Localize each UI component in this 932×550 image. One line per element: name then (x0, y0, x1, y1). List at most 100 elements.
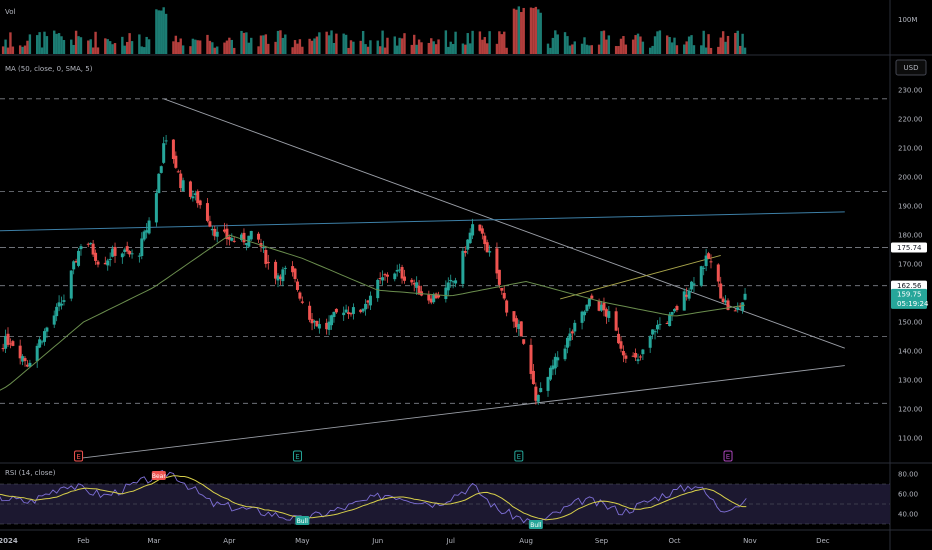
candle[interactable] (89, 242, 93, 245)
candle[interactable] (651, 329, 655, 335)
candle[interactable] (468, 232, 472, 244)
candle[interactable] (670, 311, 674, 315)
candle[interactable] (400, 267, 404, 279)
candle[interactable] (213, 228, 217, 237)
candle[interactable] (8, 343, 12, 345)
candle[interactable] (495, 248, 499, 274)
candle[interactable] (551, 365, 555, 370)
candle[interactable] (77, 250, 81, 266)
candle[interactable] (724, 300, 728, 303)
rsi-signal[interactable] (528, 520, 543, 529)
candle[interactable] (673, 309, 677, 312)
candle[interactable] (685, 294, 689, 297)
candle[interactable] (721, 298, 725, 303)
candle[interactable] (74, 261, 78, 263)
candle[interactable] (347, 312, 351, 315)
candle[interactable] (412, 283, 416, 285)
candle[interactable] (57, 302, 61, 307)
candle[interactable] (378, 278, 382, 280)
candle[interactable] (432, 294, 436, 303)
candle[interactable] (157, 173, 161, 194)
candle[interactable] (726, 300, 730, 310)
candle[interactable] (123, 249, 127, 252)
candle[interactable] (478, 224, 482, 231)
currency-button[interactable] (895, 59, 927, 76)
candle[interactable] (281, 269, 285, 282)
candle[interactable] (215, 231, 219, 237)
earnings-marker[interactable] (74, 450, 84, 462)
candle[interactable] (539, 388, 543, 393)
candle[interactable] (600, 304, 604, 311)
candle[interactable] (174, 155, 178, 168)
candle[interactable] (128, 251, 132, 255)
candle[interactable] (293, 268, 297, 279)
candle[interactable] (548, 367, 552, 380)
candle[interactable] (179, 173, 183, 189)
candle[interactable] (607, 311, 611, 318)
candle[interactable] (738, 305, 742, 308)
candle[interactable] (23, 358, 27, 362)
candle[interactable] (665, 323, 669, 325)
candle[interactable] (658, 324, 662, 326)
candle[interactable] (434, 293, 438, 299)
candle[interactable] (69, 270, 73, 299)
candle[interactable] (648, 336, 652, 348)
candle[interactable] (707, 253, 711, 259)
candle[interactable] (517, 323, 521, 330)
candle[interactable] (366, 300, 370, 303)
candle[interactable] (602, 302, 606, 311)
trendline[interactable] (560, 254, 721, 300)
candle[interactable] (636, 359, 640, 362)
candle[interactable] (385, 274, 389, 277)
candle[interactable] (62, 300, 66, 302)
candle[interactable] (466, 239, 470, 250)
candle[interactable] (208, 221, 212, 227)
candle[interactable] (364, 303, 368, 310)
candle[interactable] (274, 261, 278, 279)
candle[interactable] (529, 344, 533, 374)
candle[interactable] (590, 295, 594, 299)
earnings-marker[interactable] (514, 450, 524, 462)
candle[interactable] (227, 236, 231, 240)
candle[interactable] (120, 253, 124, 258)
candle[interactable] (344, 309, 348, 313)
volume-legend[interactable]: Vol (5, 8, 16, 16)
candle[interactable] (604, 309, 608, 317)
candle[interactable] (276, 275, 280, 281)
candle[interactable] (449, 279, 453, 282)
candle[interactable] (11, 341, 15, 346)
rsi-line[interactable] (0, 470, 747, 526)
candle[interactable] (205, 203, 209, 221)
candle[interactable] (568, 333, 572, 341)
candle[interactable] (257, 233, 261, 240)
candle[interactable] (137, 255, 141, 257)
candle[interactable] (176, 171, 180, 173)
candle[interactable] (546, 377, 550, 391)
candle[interactable] (631, 355, 635, 357)
rsi-legend[interactable]: RSI (14, close) (5, 469, 56, 477)
candle[interactable] (140, 238, 144, 256)
candle[interactable] (327, 321, 331, 330)
candle[interactable] (716, 264, 720, 282)
candle[interactable] (325, 322, 329, 330)
earnings-marker[interactable] (723, 450, 733, 462)
candle[interactable] (690, 281, 694, 290)
candle[interactable] (583, 311, 587, 316)
candle[interactable] (719, 283, 723, 299)
candle[interactable] (743, 293, 747, 300)
candle[interactable] (1, 348, 5, 350)
candle[interactable] (376, 279, 380, 299)
candle[interactable] (415, 282, 419, 288)
candle[interactable] (437, 295, 441, 298)
candle[interactable] (295, 281, 299, 290)
candle[interactable] (471, 224, 475, 236)
candle[interactable] (702, 267, 706, 269)
candle[interactable] (193, 193, 197, 196)
candle[interactable] (188, 181, 192, 197)
candle[interactable] (741, 302, 745, 311)
candle[interactable] (300, 301, 304, 303)
candle[interactable] (485, 242, 489, 253)
candle[interactable] (597, 300, 601, 311)
candle[interactable] (451, 281, 455, 283)
candle[interactable] (291, 266, 295, 273)
